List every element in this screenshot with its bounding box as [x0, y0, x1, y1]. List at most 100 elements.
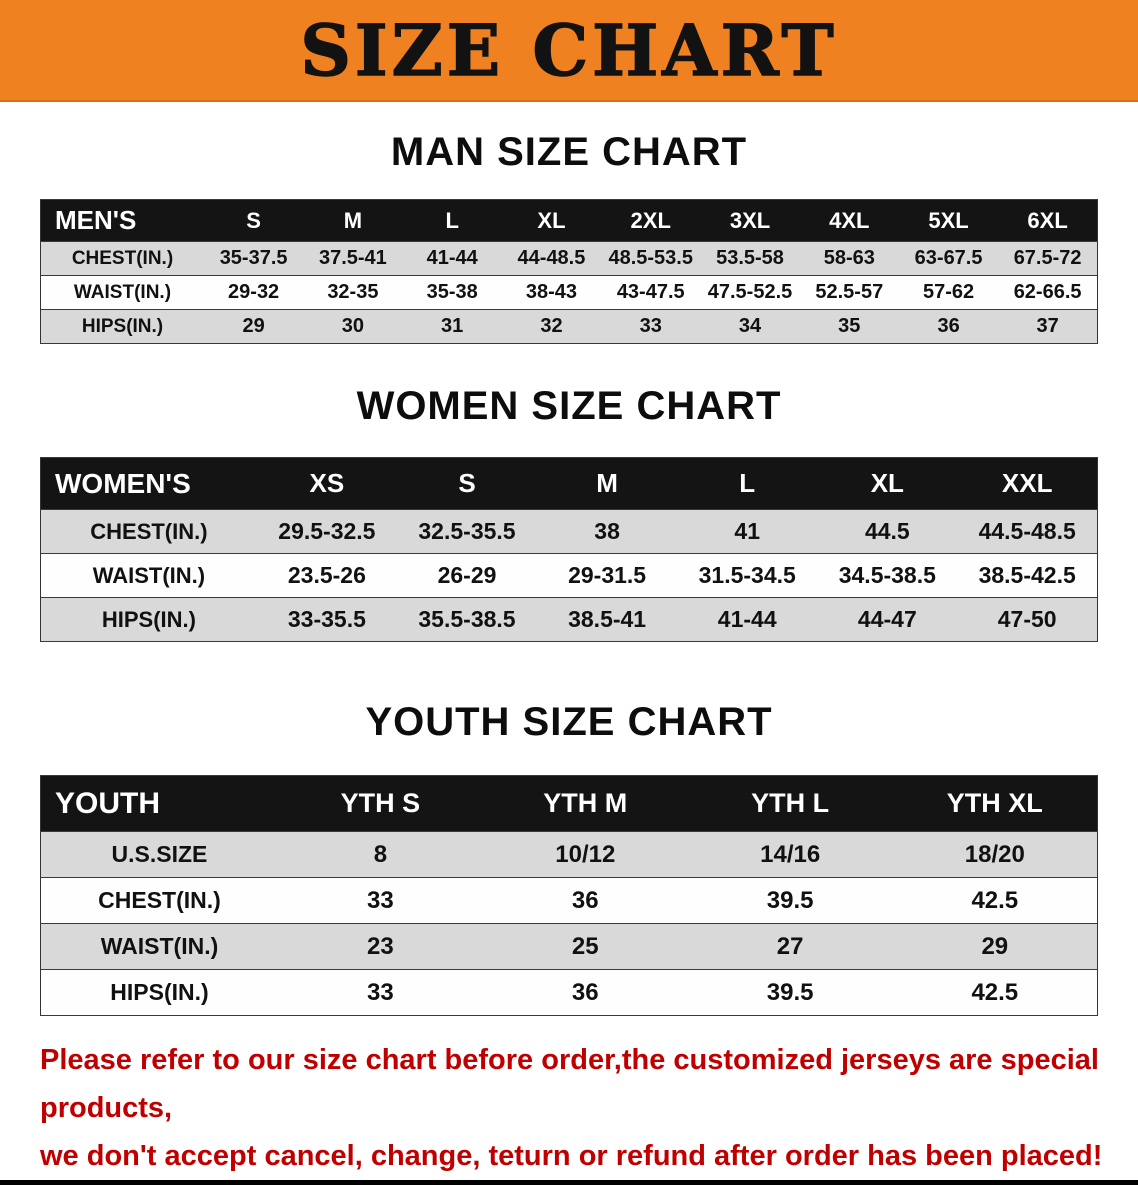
value-cell: 32: [540, 315, 563, 337]
value-cell: 37: [1036, 315, 1059, 337]
women-size-table: WOMEN'S XS S M L XL XXL CHEST(IN.) 29.5-32.5 32.5…: [40, 457, 1098, 642]
disclaimer: Please refer to our size chart before or…: [40, 1036, 1138, 1180]
row-label-cell: CHEST(IN.): [98, 887, 221, 913]
value-cell: 32-35: [327, 281, 379, 303]
value-cell: 35-37.5: [219, 247, 288, 269]
women-size-section: WOMEN SIZE CHART WOMEN'S XS S M L XL XXL CHEST(…: [0, 344, 1138, 642]
value-cell: 35-38: [426, 281, 478, 303]
size-header-cell: L: [677, 457, 818, 510]
value-cell: 10/12: [555, 840, 616, 868]
value-cell: 27: [776, 932, 804, 960]
value-cell: 29-32: [228, 281, 280, 303]
row-label-cell: WAIST(IN.): [73, 281, 172, 303]
table-header-row: YOUTH YTH S YTH M YTH L YTH XL: [40, 775, 1098, 832]
value-cell: 67.5-72: [1013, 247, 1082, 269]
value-cell: 38-43: [525, 281, 578, 303]
value-cell: 44-47: [857, 606, 917, 632]
row-label-cell: HIPS(IN.): [81, 315, 164, 337]
value-cell: 34.5-38.5: [838, 562, 936, 588]
value-cell: 34: [738, 315, 762, 337]
row-label-cell: CHEST(IN.): [71, 247, 174, 269]
size-header-cell: S: [203, 199, 304, 242]
table-row: U.S.SIZE 8 10/12 14/16 18/20: [40, 831, 1098, 878]
value-cell: 53.5-58: [716, 247, 784, 269]
value-cell: 8: [373, 840, 388, 868]
size-header-cell: XS: [256, 457, 397, 510]
value-cell: 29: [242, 315, 265, 337]
size-header-cell: M: [303, 199, 403, 242]
value-cell: 43-47.5: [616, 281, 685, 303]
youth-size-heading: YOUTH SIZE CHART: [365, 700, 773, 744]
bottom-border-line: [0, 1180, 1138, 1185]
value-cell: 39.5: [766, 978, 814, 1006]
value-cell: 41: [734, 518, 760, 544]
size-header-cell: YTH M: [482, 775, 688, 832]
value-cell: 33: [639, 315, 662, 337]
value-cell: 35: [838, 315, 861, 337]
size-header-cell: YTH L: [687, 775, 893, 832]
youth-size-section: YOUTH SIZE CHART YOUTH YTH S YTH M YTH L YTH…: [0, 642, 1138, 1016]
value-cell: 47.5-52.5: [707, 281, 793, 303]
value-cell: 33: [367, 886, 394, 914]
value-cell: 63-67.5: [914, 247, 983, 269]
value-cell: 38.5-42.5: [978, 562, 1076, 588]
man-size-heading: MAN SIZE CHART: [390, 130, 748, 174]
value-cell: 33: [367, 978, 394, 1006]
size-header-cell: L: [402, 199, 502, 242]
table-title-cell: MEN'S: [40, 199, 204, 242]
size-header-cell: XL: [501, 199, 602, 242]
banner: SIZE CHART: [0, 0, 1138, 102]
table-row: HIPS(IN.) 33 36 39.5 42.5: [40, 969, 1098, 1016]
row-label-cell: HIPS(IN.): [101, 606, 196, 632]
table-row: CHEST(IN.) 29.5-32.5 32.5-35.5 38 41 44.5 44.5…: [40, 509, 1098, 554]
row-label-cell: HIPS(IN.): [110, 979, 209, 1005]
value-cell: 31.5-34.5: [698, 562, 796, 588]
value-cell: 42.5: [971, 886, 1019, 914]
disclaimer-line-2: we don't accept cancel, change, teturn o…: [40, 1140, 1103, 1172]
table-row: CHEST(IN.) 33 36 39.5 42.5: [40, 877, 1098, 924]
value-cell: 29: [981, 932, 1009, 960]
value-cell: 30: [341, 315, 365, 337]
table-row: WAIST(IN.) 23.5-26 26-29 29-31.5 31.5-34.5 34…: [40, 553, 1098, 598]
row-label-cell: CHEST(IN.): [90, 518, 208, 544]
size-header-cell: 6XL: [998, 199, 1098, 242]
value-cell: 42.5: [971, 978, 1019, 1006]
youth-size-table: YOUTH YTH S YTH M YTH L YTH XL U.S.SIZE 8 10/12…: [40, 775, 1098, 1016]
size-header-cell: XXL: [957, 457, 1098, 510]
size-header-cell: 3XL: [700, 199, 800, 242]
size-header-cell: M: [537, 457, 678, 510]
value-cell: 23: [367, 932, 394, 960]
value-cell: 33-35.5: [287, 606, 366, 632]
value-cell: 36: [571, 978, 599, 1006]
value-cell: 38: [594, 518, 620, 544]
value-cell: 39.5: [766, 886, 814, 914]
value-cell: 32.5-35.5: [418, 518, 516, 544]
value-cell: 52.5-57: [815, 281, 884, 303]
disclaimer-line-1: Please refer to our size chart before or…: [40, 1044, 1099, 1124]
table-row: WAIST(IN.) 23 25 27 29: [40, 923, 1098, 970]
men-size-table: MEN'S S M L XL 2XL 3XL 4XL 5XL 6XL CHEST(IN.) 35-37…: [40, 199, 1098, 344]
value-cell: 41-44: [717, 606, 777, 632]
size-header-cell: 2XL: [601, 199, 701, 242]
value-cell: 26-29: [437, 562, 497, 588]
value-cell: 47-50: [997, 606, 1057, 632]
value-cell: 31: [441, 315, 464, 337]
table-row: HIPS(IN.) 29 30 31 32 33 34 35 36 37: [40, 309, 1098, 344]
value-cell: 58-63: [823, 247, 875, 269]
value-cell: 14/16: [760, 840, 821, 868]
value-cell: 18/20: [964, 840, 1025, 868]
value-cell: 57-62: [923, 281, 975, 303]
value-cell: 48.5-53.5: [608, 247, 693, 269]
table-title-cell: WOMEN'S: [40, 457, 257, 510]
size-header-cell: XL: [817, 457, 958, 510]
row-label-cell: U.S.SIZE: [111, 841, 208, 867]
table-header-row: MEN'S S M L XL 2XL 3XL 4XL 5XL 6XL: [40, 199, 1098, 242]
table-row: WAIST(IN.) 29-32 32-35 35-38 38-43 43-47.5 47.…: [40, 275, 1098, 310]
value-cell: 38.5-41: [568, 606, 647, 632]
table-row: CHEST(IN.) 35-37.5 37.5-41 41-44 44-48.5 48.5…: [40, 241, 1098, 276]
value-cell: 35.5-38.5: [418, 606, 516, 632]
value-cell: 23.5-26: [287, 562, 366, 588]
value-cell: 29.5-32.5: [278, 518, 376, 544]
value-cell: 36: [571, 886, 599, 914]
